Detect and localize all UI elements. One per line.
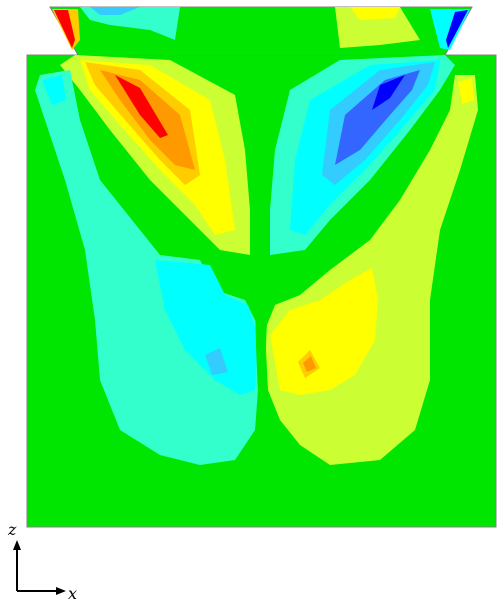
notch-left-red — [54, 10, 75, 48]
center-green-stem — [255, 300, 268, 395]
notch-left-cyan — [80, 7, 180, 40]
top-notch-center — [170, 7, 340, 55]
left-column-lightblue — [205, 348, 228, 375]
center-green-band — [210, 255, 310, 295]
z-axis-label: z — [8, 520, 17, 539]
left-wing-red — [115, 75, 168, 138]
left-column-cyan-tip — [42, 75, 66, 105]
right-wing-blue — [335, 70, 420, 165]
left-column-cyan — [155, 260, 258, 395]
notch-right-yellowgreen — [335, 7, 420, 48]
notch-right-blue — [446, 10, 468, 48]
right-column-yellow — [270, 268, 378, 395]
axes-indicator — [13, 540, 66, 595]
right-column-orange — [303, 356, 316, 372]
top-notch-outline — [27, 6, 496, 56]
right-column-yellow-tip — [458, 78, 474, 104]
x-axis-label: x — [68, 584, 78, 603]
notch-right-yellow — [350, 7, 400, 20]
right-wing-darkblue — [372, 75, 405, 110]
notch-left-lightblue — [90, 7, 140, 15]
